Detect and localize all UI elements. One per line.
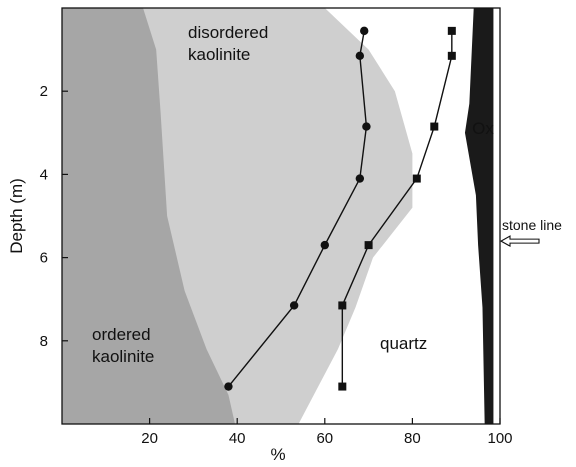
quartz-label: quartz: [380, 334, 427, 353]
series-1-point: [320, 240, 329, 250]
series-layer: [224, 26, 456, 391]
series-1-point: [289, 301, 299, 310]
plot-area: [62, 8, 500, 424]
x-tick-label: 100: [487, 430, 512, 447]
series-2-point: [447, 51, 456, 60]
y-tick-label: 4: [40, 166, 48, 183]
ox-label-line: Ox: [472, 119, 494, 138]
y-tick-label: 6: [40, 250, 48, 267]
plot-frame: [61, 7, 501, 425]
series-1-point: [362, 122, 371, 131]
x-tick-label: 60: [316, 430, 333, 447]
series-1-point: [224, 382, 233, 391]
disordered-kaolinite-label: disordered kaolinite: [188, 23, 268, 64]
y-tick-label: 2: [40, 83, 48, 100]
x-axis-title: %: [270, 445, 285, 464]
x-tick-label: 40: [229, 430, 246, 447]
stone-line-label: stone line: [502, 217, 562, 233]
ox-label: Ox: [472, 119, 494, 138]
series-2-point: [447, 26, 456, 35]
stone-line-arrow: [499, 235, 540, 248]
y-axis-title: Depth (m): [7, 178, 26, 254]
series-2-point: [364, 241, 373, 250]
ordered-kaolinite-label: ordered kaolinite: [92, 325, 154, 366]
series-2-point: [338, 301, 347, 310]
ox-region: [464, 8, 494, 424]
x-tick-label: 80: [404, 430, 421, 447]
y-tick-label: 8: [40, 333, 48, 350]
axes-frame: [61, 7, 501, 425]
series-2-point: [338, 382, 347, 391]
series-2-point: [430, 122, 439, 131]
disordered-kaolinite-label-line: kaolinite: [188, 45, 250, 64]
labels: % Depth (m) disordered kaolinite ordered kaol…: [7, 23, 562, 464]
series-1-point: [360, 26, 369, 36]
disordered-kaolinite-label-line: disordered: [188, 23, 268, 42]
ordered-kaolinite-region: [62, 8, 236, 424]
ordered-kaolinite-label-line: kaolinite: [92, 347, 154, 366]
quartz-label-line: quartz: [380, 334, 427, 353]
x-tick-label: 20: [141, 430, 158, 447]
axis-ticks: 20 40 60 80 100 2 4 6 8: [40, 83, 513, 447]
ordered-kaolinite-label-line: ordered: [92, 325, 151, 344]
series-1-point: [355, 174, 365, 183]
series-1-point: [355, 51, 365, 61]
series-2-point: [412, 174, 421, 183]
